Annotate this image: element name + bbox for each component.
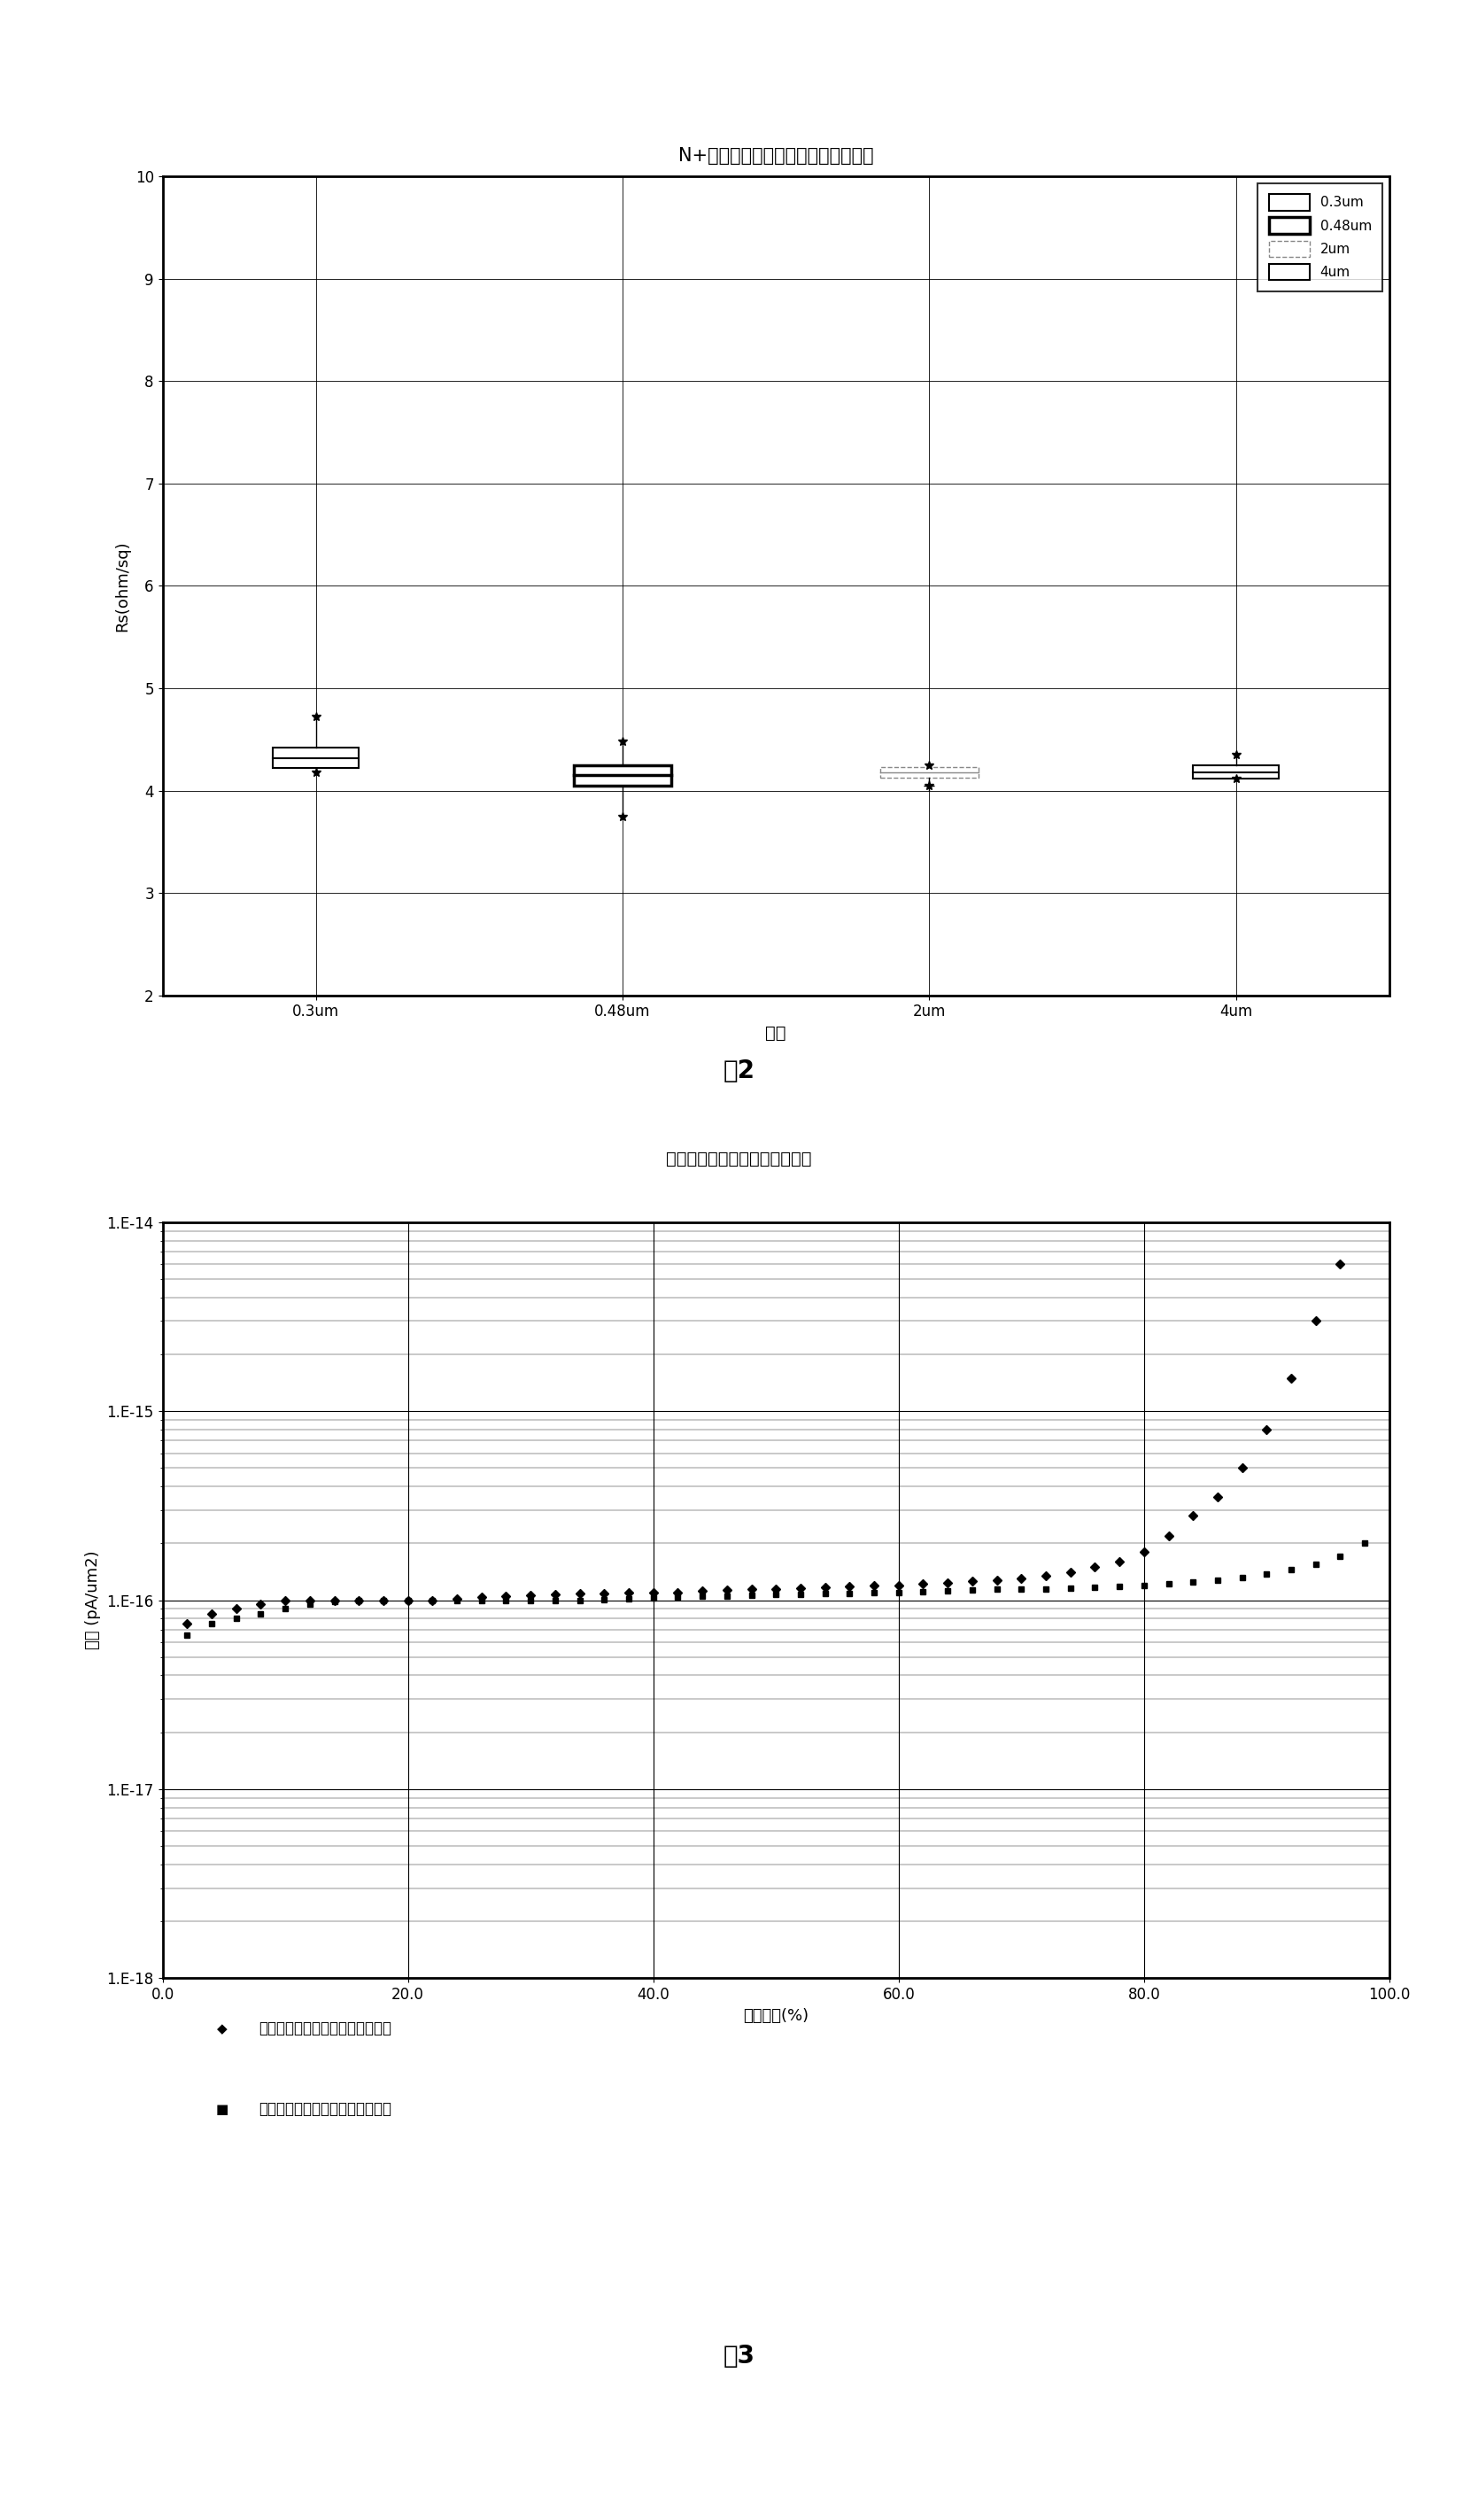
- X-axis label: 线宽: 线宽: [766, 1026, 786, 1041]
- Text: ◆: ◆: [216, 2021, 228, 2036]
- X-axis label: 累积分布(%): 累积分布(%): [743, 2008, 808, 2024]
- Text: 高温物理气相淀积难熔金属硅化物: 高温物理气相淀积难熔金属硅化物: [259, 2021, 392, 2036]
- Text: ■: ■: [216, 2102, 228, 2117]
- Y-axis label: 漏电 (pA/um2): 漏电 (pA/um2): [84, 1550, 101, 1651]
- Y-axis label: Rs(ohm/sq): Rs(ohm/sq): [114, 539, 130, 633]
- Text: 图2: 图2: [723, 1058, 755, 1084]
- Bar: [1193, 766, 1278, 779]
- Text: 图3: 图3: [723, 2344, 755, 2369]
- Bar: [573, 766, 671, 786]
- Bar: [881, 766, 978, 776]
- Legend: 0.3um, 0.48um, 2um, 4um: 0.3um, 0.48um, 2um, 4um: [1258, 184, 1382, 292]
- Title: N+难熔金属硅化物电阻随线宽的变化: N+难熔金属硅化物电阻随线宽的变化: [678, 149, 873, 166]
- Bar: [273, 748, 359, 769]
- Text: 室温物理气相淀积难熔金属硅化物: 室温物理气相淀积难熔金属硅化物: [259, 2102, 392, 2117]
- Text: 两种类型难熔金属硅化物的漏电: 两种类型难熔金属硅化物的漏电: [667, 1152, 811, 1167]
